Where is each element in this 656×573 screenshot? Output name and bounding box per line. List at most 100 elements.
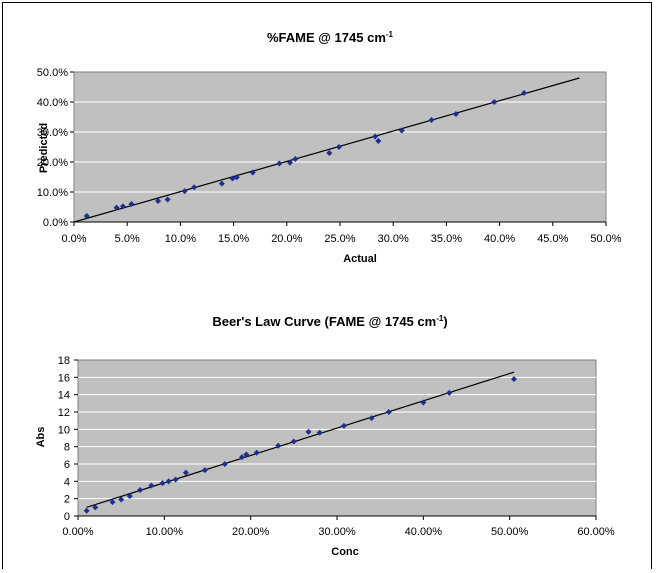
chart2-y-tick-label: 16 [58, 372, 70, 384]
chart1-data-point [335, 144, 342, 150]
chart2-data-point [172, 476, 179, 483]
chart1-data-point [164, 196, 171, 203]
chart2-y-tick-label: 10 [58, 424, 70, 436]
chart1-data-point [428, 117, 435, 123]
chart2-data-point [368, 415, 375, 422]
chart1-data-point [113, 204, 120, 211]
chart2-data-point [243, 451, 250, 458]
chart2-y-tick-label: 4 [64, 476, 70, 488]
chart2-y-tick-label: 18 [58, 355, 70, 367]
chart2-gridlines [78, 376, 596, 500]
chart1-data-point [375, 138, 382, 144]
chart1-y-tick-label: 50.0% [37, 67, 68, 79]
chart2-data-point [165, 478, 172, 485]
chart1-data-point [83, 213, 90, 219]
chart1-data-point [276, 160, 283, 167]
chart2-data-point [148, 482, 155, 489]
chart2-data-point [182, 469, 189, 476]
chart1-x-tick-label: 5.0% [115, 233, 140, 245]
chart2-x-tick-label: 50.00% [491, 526, 529, 538]
chart1-y-tick-label: 30.0% [37, 127, 68, 139]
chart1-y-tick-label: 10.0% [37, 187, 68, 199]
chart1-data-point [398, 127, 405, 134]
chart2-data-point [253, 449, 260, 456]
chart1-data-point [372, 133, 379, 140]
chart1-x-tick-label: 20.0% [271, 233, 302, 245]
chart2-data-point [385, 409, 392, 415]
chart2-trendline-path [86, 371, 515, 508]
chart2-y-ticks: 0 2 4 6 8 10 12 14 16 18 [58, 355, 78, 523]
chart1-title: %FAME @ 1745 cm-1 [267, 30, 394, 45]
chart2-y-tick-label: 14 [58, 390, 70, 402]
chart2-data-point [420, 399, 427, 406]
chart1-x-tick-label: 45.0% [537, 233, 568, 245]
chart1-y-tick-label: 20.0% [37, 157, 68, 169]
chart-fame: %FAME @ 1745 cm-1 0.0% 5.0% 10.0% 15.0% 20.0… [37, 30, 622, 265]
chart2-data-point [290, 438, 297, 445]
chart2-y-label: Abs [35, 427, 47, 448]
chart1-data-point [292, 156, 299, 162]
chart1-data-point [155, 198, 162, 204]
chart2-data-point [126, 493, 133, 500]
chart2-data-point [159, 480, 166, 487]
chart2-data-point [118, 496, 125, 503]
chart2-x-tick-label: 20.00% [232, 526, 270, 538]
chart2-x-label: Conc [331, 546, 359, 558]
chart2-y-tick-label: 0 [64, 511, 70, 523]
chart1-data-point [181, 188, 188, 195]
chart1-x-tick-label: 25.0% [324, 233, 355, 245]
chart1-gridlines [74, 101, 606, 193]
chart1-data-point [326, 150, 333, 156]
chart2-data-point [83, 507, 90, 514]
chart2-x-tick-label: 0.00% [62, 526, 93, 538]
chart1-y-tick-label: 40.0% [37, 97, 68, 109]
chart2-data-point [239, 454, 246, 461]
chart1-data-point [452, 111, 459, 117]
chart1-y-tick-label: 0.0% [43, 217, 68, 229]
chart2-x-tick-label: 10.00% [146, 526, 184, 538]
chart1-data-point [191, 184, 198, 191]
chart1-points [83, 90, 528, 219]
chart2-data-point [340, 422, 347, 429]
chart2-plot-area [77, 359, 597, 517]
chart1-y-label: Predicted [38, 123, 50, 173]
chart1-x-tick-label: 40.0% [484, 233, 515, 245]
chart2-y-tick-label: 12 [58, 407, 70, 419]
chart1-data-point [233, 174, 240, 181]
chart2-points [83, 376, 517, 514]
chart2-data-point [510, 376, 517, 383]
chart2-data-point [201, 467, 208, 474]
chart1-data-point [119, 203, 126, 210]
chart2-data-point [221, 461, 228, 467]
chart1-data-point [249, 169, 256, 176]
chart2-data-point [275, 442, 282, 449]
chart1-x-tick-label: 50.0% [590, 233, 621, 245]
chart2-x-tick-label: 30.00% [318, 526, 356, 538]
chart1-x-tick-label: 0.0% [61, 233, 86, 245]
chart1-data-point [128, 201, 135, 207]
chart2-data-point [446, 389, 453, 396]
chart2-y-tick-label: 2 [64, 494, 70, 506]
chart1-data-point [491, 99, 498, 105]
chart2-data-point [92, 504, 99, 511]
chart1-x-ticks: 0.0% 5.0% 10.0% 15.0% 20.0% 25.0% 30.0% 35.0% 40… [61, 221, 622, 245]
chart2-x-ticks: 0.00% 10.00% 20.00% 30.00% 40.00% 50.00% 60.00… [62, 515, 615, 538]
chart2-x-tick-label: 40.00% [405, 526, 443, 538]
chart2-data-point [109, 499, 116, 506]
chart2-data-point [305, 428, 312, 435]
chart2-data-point [137, 487, 144, 493]
chart-beers-law: Beer's Law Curve (FAME @ 1745 cm-1) 0.00… [35, 314, 615, 558]
chart1-data-point [286, 159, 293, 166]
chart2-trendline [86, 371, 515, 508]
chart1-x-tick-label: 30.0% [378, 233, 409, 245]
chart1-x-label: Actual [343, 253, 377, 265]
chart1-x-tick-label: 10.0% [165, 233, 196, 245]
chart1-data-point [521, 90, 528, 96]
chart2-x-tick-label: 60.00% [577, 526, 615, 538]
chart1-x-tick-label: 35.0% [431, 233, 462, 245]
chart1-x-tick-label: 15.0% [218, 233, 249, 245]
chart2-title: Beer's Law Curve (FAME @ 1745 cm-1) [212, 314, 447, 329]
chart1-y-ticks: 0.0% 10.0% 20.0% 30.0% 40.0% 50.0% [37, 67, 74, 229]
